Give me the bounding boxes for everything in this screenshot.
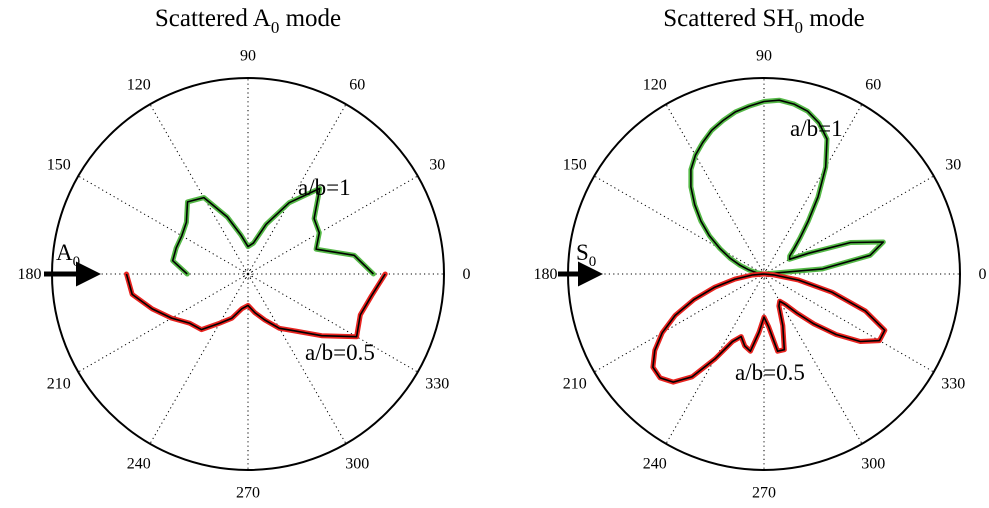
grid-spoke — [78, 175, 249, 275]
angular-tick-labels: 0 30 60 90 120 150 180 210 240 270 300 330 — [533, 47, 986, 501]
reference-curve-a-b-1 — [171, 187, 374, 275]
grid-spoke — [594, 175, 765, 275]
angle-tick-label: 270 — [752, 485, 776, 502]
series-layer — [124, 185, 388, 340]
grid-spoke — [763, 273, 934, 373]
grid-spoke — [665, 104, 765, 275]
series-label-a-b-0.5: a/b=0.5 — [735, 360, 805, 385]
angle-tick-label: 0 — [979, 266, 987, 283]
incident-wave-label: A0 — [56, 240, 80, 270]
incident-wave-label: S0 — [576, 240, 596, 270]
angle-tick-label: 300 — [345, 455, 369, 472]
polar-chart-sh0: Scattered SH0 mode 0 30 60 90 120 150 180 210 24… — [533, 5, 986, 502]
grid-spoke — [763, 175, 934, 275]
series-label-a-b-1: a/b=1 — [790, 116, 843, 141]
angle-tick-label: 30 — [429, 157, 445, 174]
angle-tick-label: 330 — [941, 375, 965, 392]
angle-tick-label: 180 — [533, 266, 557, 283]
angle-tick-label: 120 — [127, 77, 151, 94]
angle-tick-label: 240 — [643, 455, 667, 472]
grid-spoke — [247, 104, 347, 275]
angle-tick-label: 90 — [240, 47, 256, 64]
grid-spoke — [247, 175, 418, 275]
angle-tick-label: 30 — [945, 157, 961, 174]
series-layer — [650, 97, 888, 385]
grid-spoke — [763, 104, 863, 275]
incident-wave-arrow: A0 — [44, 240, 101, 287]
series-label-a-b-1: a/b=1 — [298, 175, 351, 200]
series-label-a-b-0.5: a/b=0.5 — [305, 340, 375, 365]
chart-title: Scattered A0 mode — [155, 5, 341, 37]
angular-tick-labels: 0 30 60 90 120 150 180 210 240 270 300 330 — [17, 47, 470, 501]
grid-spoke — [78, 273, 249, 373]
angle-tick-label: 210 — [563, 375, 587, 392]
grid-spoke — [149, 273, 249, 444]
polar-chart-a0: Scattered A0 mode 0 30 60 90 120 150 180 210 240… — [17, 5, 470, 502]
angle-tick-label: 90 — [756, 47, 772, 64]
grid-spoke — [247, 273, 347, 444]
center-ring — [243, 269, 253, 279]
reference-curve-a-b-1 — [690, 99, 885, 275]
chart-title: Scattered SH0 mode — [663, 5, 865, 37]
angle-tick-label: 330 — [425, 375, 449, 392]
angle-tick-label: 0 — [463, 266, 471, 283]
grid-spoke — [763, 273, 863, 444]
angle-tick-label: 60 — [865, 77, 881, 94]
grid-spoke — [594, 273, 765, 373]
angle-tick-label: 120 — [643, 77, 667, 94]
reference-curve-a-b-0.5 — [125, 273, 386, 338]
reference-curve-a-b-0.5 — [652, 273, 886, 383]
grid-spoke — [149, 104, 249, 275]
grid-spoke — [247, 273, 418, 373]
angle-tick-label: 240 — [127, 455, 151, 472]
angle-tick-label: 60 — [349, 77, 365, 94]
angle-tick-label: 150 — [47, 157, 71, 174]
angle-tick-label: 180 — [17, 266, 41, 283]
angle-tick-label: 210 — [47, 375, 71, 392]
incident-wave-arrow: S0 — [558, 240, 603, 287]
series-curve-a-b-0.5 — [124, 271, 388, 340]
angle-tick-label: 150 — [563, 157, 587, 174]
angle-tick-label: 300 — [861, 455, 885, 472]
angle-tick-label: 270 — [236, 485, 260, 502]
